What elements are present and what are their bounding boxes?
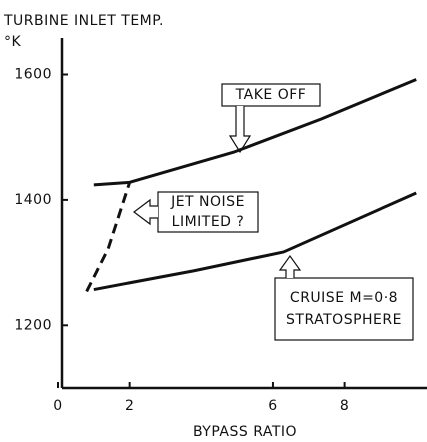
arrow [228, 106, 252, 154]
annotation-text: JET NOISE [170, 194, 245, 210]
line [93, 191, 417, 292]
arrow [278, 254, 302, 278]
y-unit: °K [4, 34, 22, 50]
line [93, 78, 417, 187]
arrow [133, 198, 158, 226]
annotation-box [274, 277, 414, 341]
annotation-text: TAKE OFF [235, 87, 307, 103]
y-tick-label: 1200 [14, 317, 52, 333]
x-tick-label: 0 [53, 398, 62, 414]
annotations [133, 83, 414, 341]
line [85, 181, 132, 293]
annotation-text: STRATOSPHERE [286, 312, 402, 328]
x-tick-label: 8 [340, 398, 349, 414]
x-tick-label: 2 [125, 398, 134, 414]
y-tick-label: 1600 [14, 66, 52, 82]
x-tick-label: 6 [268, 398, 277, 414]
y-tick-label: 1400 [14, 192, 52, 208]
annotation-text: LIMITED ? [172, 214, 245, 230]
x-axis-label: BYPASS RATIO [193, 424, 297, 440]
chart-title: TURBINE INLET TEMP. [3, 13, 164, 29]
annotation-text: CRUISE M=0·8 [290, 290, 398, 306]
annotation-box [221, 83, 321, 107]
